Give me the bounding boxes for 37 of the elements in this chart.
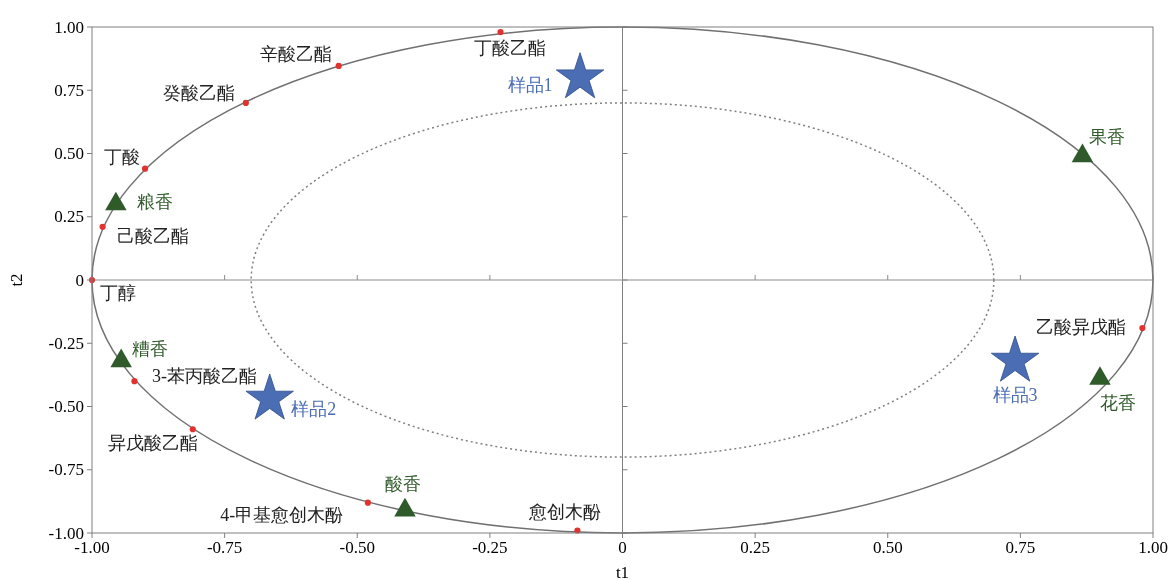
y-tick-label: 0.25	[54, 207, 84, 227]
annotation: 丁酸	[104, 146, 141, 167]
x-tick-label: 0.50	[872, 538, 903, 557]
x-axis-title: t1	[615, 563, 630, 580]
annotation: 乙酸异戊酯	[1036, 317, 1127, 338]
annotation: 愈创木酚	[528, 502, 602, 523]
annotation: 酸香	[384, 474, 421, 495]
x-tick-label: -0.75	[206, 538, 243, 557]
annotation: 花香	[1099, 392, 1136, 413]
x-tick-label: 0.75	[1005, 538, 1036, 557]
y-tick-label: 0	[75, 270, 84, 290]
annotation: 癸酸乙酯	[162, 82, 235, 103]
y-tick-label: 0.75	[54, 80, 84, 100]
x-tick-label: 0	[618, 538, 627, 557]
y-tick-label: -0.50	[48, 397, 84, 416]
annotation: 3-苯丙酸乙酯	[151, 366, 257, 387]
annotation: 糟香	[132, 338, 169, 359]
x-tick-label: 1.00	[1138, 538, 1168, 557]
y-tick-label: -0.75	[48, 460, 84, 480]
annotation: 异戊酸乙酯	[107, 433, 198, 454]
annotation: 样品1	[507, 74, 553, 95]
y-tick-label: -0.25	[48, 333, 84, 353]
annotation: 丁酸乙酯	[474, 38, 547, 59]
y-tick-label: 0.50	[54, 144, 84, 163]
annotation: 粮香	[136, 192, 173, 213]
annotation: 辛酸乙酯	[259, 43, 332, 64]
x-tick-label: -0.25	[472, 538, 508, 557]
x-tick-label: 0.25	[740, 538, 770, 557]
annotation: 丁醇	[100, 283, 136, 303]
annotation: 果香	[1089, 127, 1126, 148]
x-tick-label: -0.50	[339, 538, 375, 557]
y-axis-title: t2	[7, 273, 26, 287]
annotation: 样品3	[992, 384, 1038, 405]
annotation: 样品2	[291, 398, 337, 419]
annotation: 4-甲基愈创木酚	[220, 504, 344, 525]
y-tick-label: 1.00	[54, 17, 84, 37]
annotation: 己酸乙酯	[116, 225, 189, 246]
